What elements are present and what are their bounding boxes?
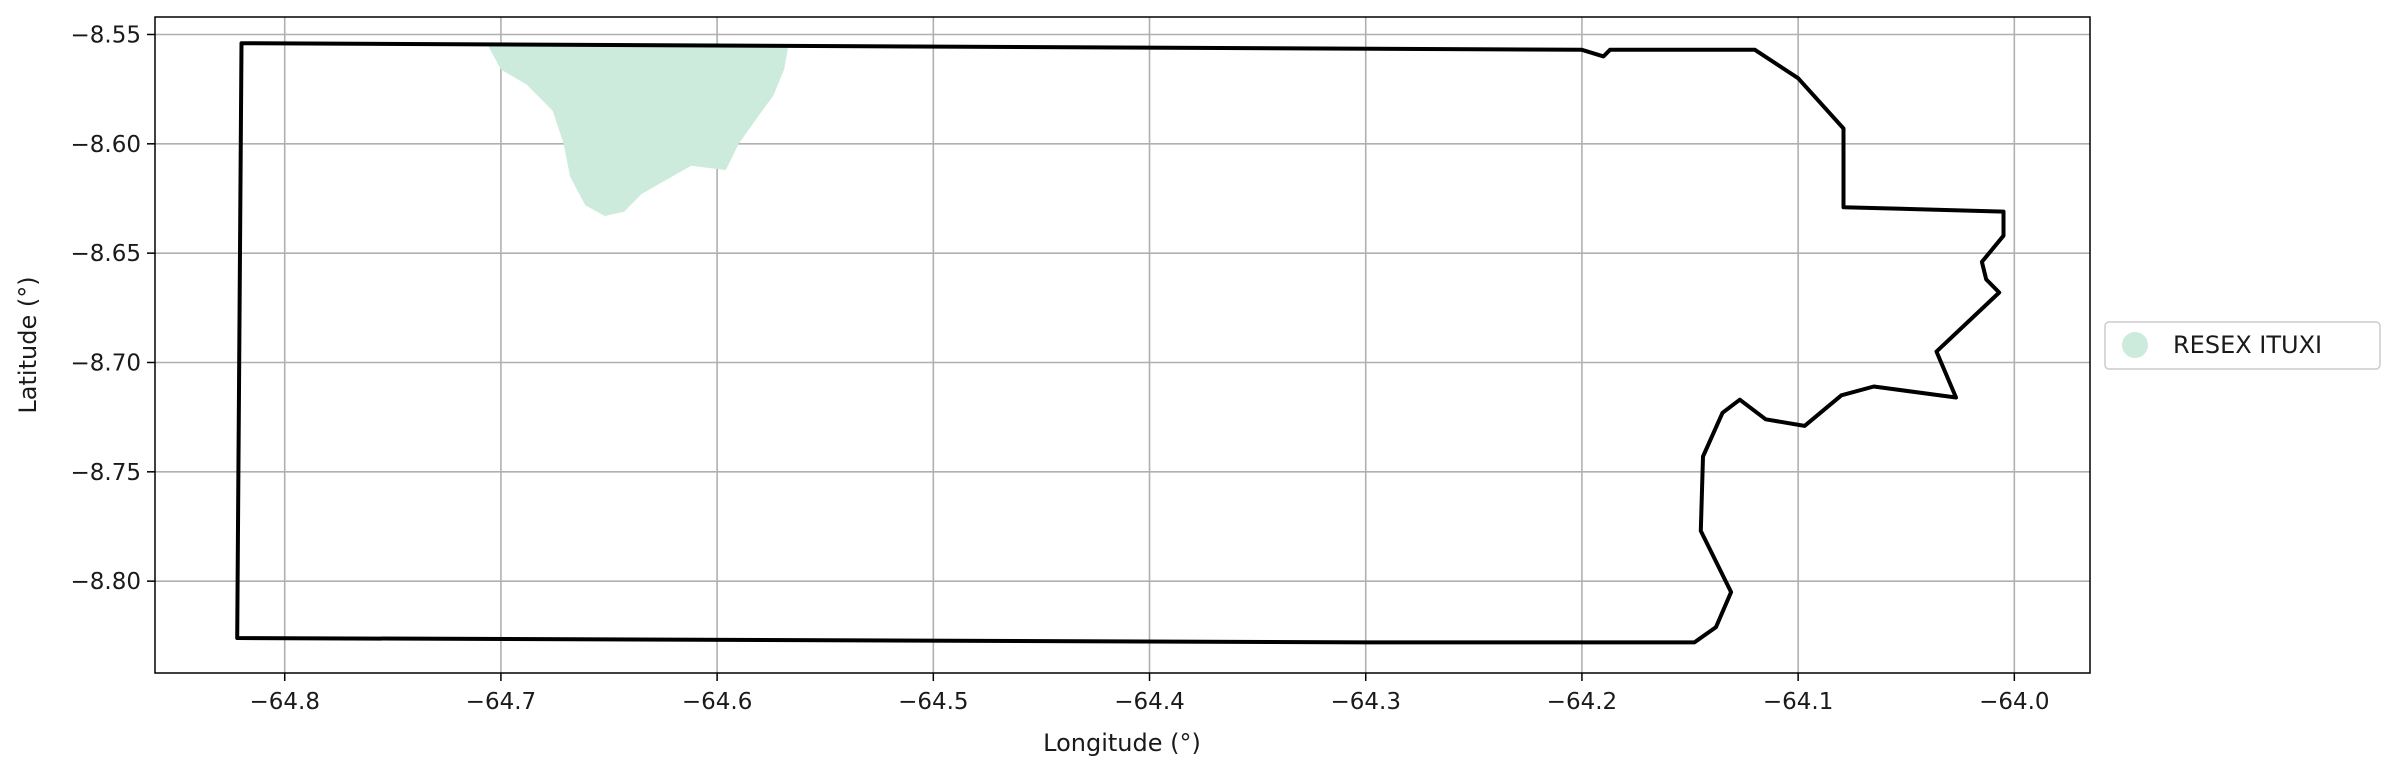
plot-frame (154, 16, 2091, 674)
y-tick-label: −8.80 (71, 569, 141, 595)
y-axis-ticks: −8.55 −8.60 −8.65 −8.70 −8.75 −8.80 (71, 22, 155, 595)
x-axis-ticks: −64.8 −64.7 −64.6 −64.5 −64.4 −64.3 −64.2 −64.1… (249, 673, 2050, 715)
y-tick-label: −8.65 (71, 241, 141, 267)
x-tick-label: −64.6 (682, 689, 752, 715)
legend: RESEX ITUXI (2104, 321, 2381, 370)
y-tick-label: −8.55 (71, 22, 141, 48)
x-tick-label: −64.0 (1979, 689, 2049, 715)
x-tick-label: −64.5 (898, 689, 968, 715)
y-tick-label: −8.70 (71, 350, 141, 376)
x-tick-label: −64.8 (249, 689, 319, 715)
x-tick-label: −64.1 (1763, 689, 1833, 715)
plot-background (155, 17, 2090, 673)
x-tick-label: −64.7 (466, 689, 536, 715)
municipality-boundary (235, 41, 2006, 645)
legend-box (2104, 321, 2381, 370)
x-tick-label: −64.3 (1330, 689, 1400, 715)
x-axis-label: Longitude (°) (1043, 729, 1201, 757)
gridlines (155, 17, 2090, 673)
y-tick-label: −8.60 (71, 132, 141, 158)
y-axis-label: Latitude (°) (14, 276, 42, 413)
x-tick-label: −64.4 (1114, 689, 1184, 715)
x-tick-label: −64.2 (1547, 689, 1617, 715)
resex-ituxi-area (487, 45, 789, 217)
plot-area (154, 16, 2091, 674)
legend-label-resex-ituxi: RESEX ITUXI (2173, 331, 2322, 359)
legend-swatch-resex-ituxi (2122, 332, 2148, 358)
y-tick-label: −8.75 (71, 460, 141, 486)
